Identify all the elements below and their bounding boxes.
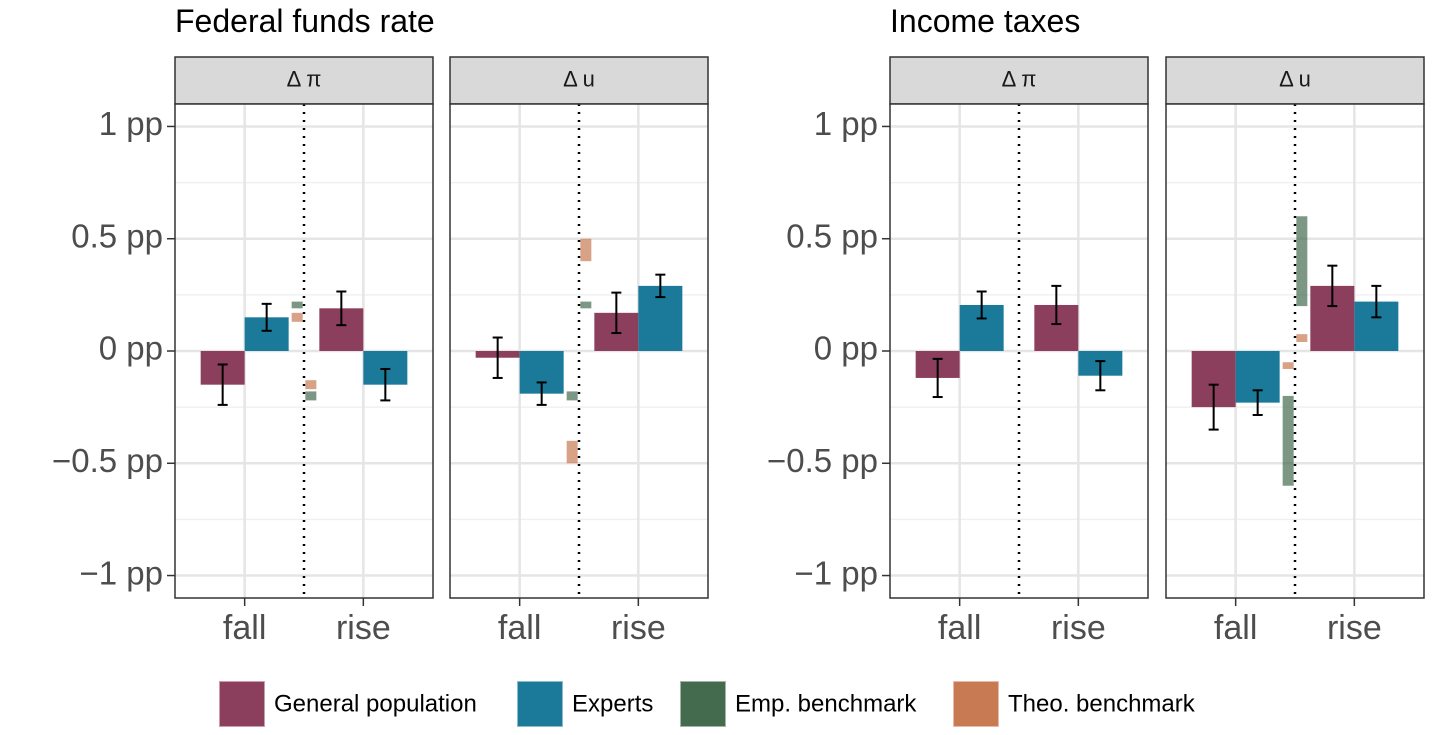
- panel-border: [1165, 103, 1425, 599]
- x-tick-label: rise: [1327, 609, 1382, 647]
- error-bar: [217, 363, 228, 406]
- legend-label: Experts: [572, 690, 653, 717]
- x-tick-label: rise: [611, 609, 666, 647]
- benchmark: [1296, 216, 1308, 307]
- x-tick-label: fall: [1214, 609, 1257, 647]
- benchmark: [305, 380, 317, 390]
- legend-key: [218, 680, 266, 728]
- legend-label: Theo. benchmark: [1008, 690, 1196, 717]
- y-tick-label: 0 pp: [814, 330, 878, 367]
- error-bar: [492, 336, 503, 379]
- legend-key: [516, 680, 564, 728]
- legend-label: General population: [274, 690, 477, 717]
- benchmark: [305, 391, 317, 401]
- error-bar: [655, 273, 666, 299]
- error-bar: [1371, 284, 1382, 319]
- strip-label: Δ π: [287, 66, 322, 91]
- error-bar: [932, 357, 943, 399]
- benchmark: [1282, 362, 1294, 369]
- y-tick-label: −1 pp: [795, 554, 879, 591]
- error-bar: [336, 290, 347, 327]
- panel-border: [449, 103, 709, 599]
- x-tick-label: fall: [938, 609, 981, 647]
- legend-key: [952, 680, 1000, 728]
- error-bar: [976, 290, 987, 320]
- benchmark: [566, 391, 578, 401]
- benchmark: [1282, 395, 1294, 486]
- error-bar: [261, 302, 272, 332]
- benchmark: [291, 301, 303, 309]
- legend-key: [679, 680, 727, 728]
- error-bar: [1252, 389, 1263, 416]
- y-tick-label: −1 pp: [80, 554, 164, 591]
- x-tick-label: fall: [223, 609, 266, 647]
- y-tick-label: −0.5 pp: [767, 442, 878, 479]
- strip-label: Δ π: [1002, 66, 1037, 91]
- error-bar: [1327, 264, 1338, 308]
- strip: [174, 56, 434, 105]
- error-bar: [1051, 284, 1062, 326]
- benchmark: [1296, 334, 1308, 343]
- y-tick-label: 1 pp: [814, 105, 878, 142]
- strip-label: Δ u: [563, 66, 595, 91]
- x-tick-label: rise: [336, 609, 391, 647]
- strip-label: Δ u: [1279, 66, 1311, 91]
- chart-title: Income taxes: [890, 3, 1080, 39]
- legend-label: Emp. benchmark: [735, 690, 917, 717]
- benchmark: [580, 238, 592, 262]
- strip: [889, 56, 1149, 105]
- y-tick-label: 1 pp: [99, 105, 163, 142]
- y-tick-label: 0 pp: [99, 330, 163, 367]
- x-tick-label: fall: [498, 609, 541, 647]
- error-bar: [380, 367, 391, 402]
- y-tick-label: 0.5 pp: [71, 217, 163, 254]
- strip: [449, 56, 709, 105]
- benchmark: [291, 312, 303, 322]
- benchmark: [580, 301, 592, 309]
- y-tick-label: −0.5 pp: [52, 442, 163, 479]
- chart-title: Federal funds rate: [175, 3, 435, 39]
- x-tick-label: rise: [1051, 609, 1106, 647]
- error-bar: [611, 291, 622, 335]
- error-bar: [1208, 383, 1219, 431]
- error-bar: [536, 381, 547, 406]
- error-bar: [1095, 360, 1106, 392]
- benchmark: [566, 440, 578, 464]
- y-tick-label: 0.5 pp: [786, 217, 878, 254]
